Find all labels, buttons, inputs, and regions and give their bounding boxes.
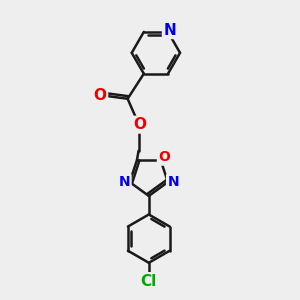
Text: O: O: [133, 117, 146, 132]
Text: Cl: Cl: [141, 274, 157, 289]
Text: N: N: [164, 23, 176, 38]
Text: O: O: [158, 150, 170, 164]
Text: N: N: [119, 175, 130, 189]
Text: N: N: [167, 175, 179, 189]
Text: O: O: [94, 88, 107, 103]
